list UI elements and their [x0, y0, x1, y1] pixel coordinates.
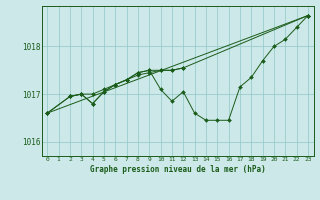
X-axis label: Graphe pression niveau de la mer (hPa): Graphe pression niveau de la mer (hPa) [90, 165, 266, 174]
